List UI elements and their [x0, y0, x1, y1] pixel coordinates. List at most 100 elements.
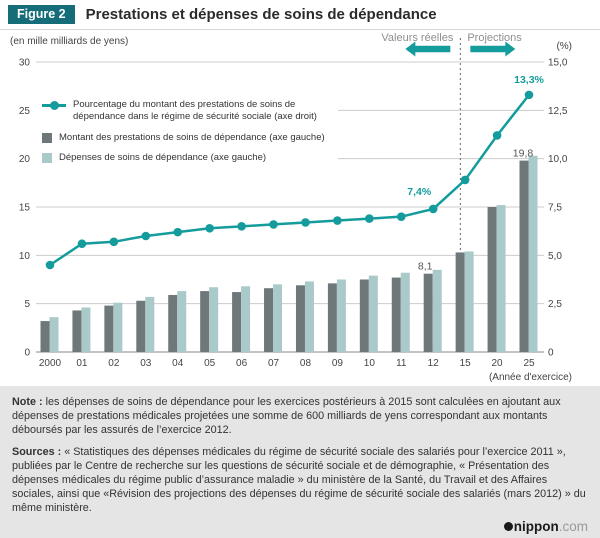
- data-annotation: 8,1: [418, 261, 433, 273]
- note-text: les dépenses de soins de dépendance pour…: [12, 396, 561, 437]
- logo-tld: .com: [558, 518, 588, 534]
- line-point: [428, 204, 438, 214]
- line-marker-icon: [42, 101, 66, 110]
- line-point: [365, 214, 374, 223]
- legend-item-prestations: Montant des prestations de soins de dépe…: [42, 132, 332, 144]
- bar-depenses: [432, 269, 442, 352]
- section-label-actual: Valeurs réelles: [381, 32, 453, 44]
- left-tick-label: 25: [19, 106, 31, 117]
- line-point: [109, 237, 119, 247]
- x-tick-label: 05: [204, 358, 216, 369]
- x-axis-note: (Année d'exercice): [489, 372, 572, 383]
- bar-prestations: [200, 291, 210, 352]
- page-title: Prestations et dépenses de soins de dépe…: [85, 6, 437, 23]
- nippon-logo: nippon.com: [503, 518, 588, 534]
- line-point: [205, 223, 214, 233]
- right-tick-label: 2,5: [548, 299, 562, 310]
- x-tick-label: 11: [396, 358, 407, 369]
- x-tick-label: 01: [76, 358, 88, 369]
- legend-item-percentage: Pourcentage du montant des prestations d…: [42, 99, 332, 124]
- logo-name: nippon: [513, 518, 559, 534]
- line-point: [460, 175, 470, 185]
- x-tick-label: 10: [364, 358, 376, 369]
- right-tick-label: 12,5: [548, 106, 568, 117]
- chart-legend: Pourcentage du montant des prestations d…: [36, 94, 338, 170]
- left-tick-label: 20: [19, 154, 31, 165]
- chart-area: 0 0 5 2,5 10 5,0 15 7,5 20 10,0 25 12,5 30 15,0 (en mi…: [0, 30, 600, 386]
- line-point: [269, 220, 278, 229]
- x-tick-label: 02: [108, 358, 120, 369]
- bar-prestations: [455, 252, 465, 352]
- left-tick-label: 10: [19, 251, 31, 262]
- line-dot-icon: [50, 101, 59, 110]
- note-paragraph: Note : les dépenses de soins de dépendan…: [12, 395, 586, 437]
- right-tick-label: 0: [548, 348, 554, 359]
- dark-square-marker-icon: [42, 132, 52, 143]
- x-tick-label: 03: [140, 358, 152, 369]
- note-label: Note :: [12, 396, 43, 408]
- line-point: [524, 90, 534, 100]
- data-annotation: 7,4%: [407, 186, 432, 198]
- x-tick-label: 07: [268, 358, 280, 369]
- bar-depenses: [145, 296, 155, 352]
- legend-label: Montant des prestations de soins de dépe…: [59, 131, 325, 143]
- line-point: [77, 239, 87, 249]
- bar-depenses: [113, 302, 123, 352]
- bar-prestations: [295, 285, 305, 352]
- right-tick-label: 7,5: [548, 203, 562, 214]
- bar-prestations: [519, 160, 529, 352]
- bar-depenses: [496, 205, 506, 352]
- bar-depenses: [336, 279, 346, 352]
- right-tick-label: 10,0: [548, 154, 568, 165]
- bar-depenses: [464, 251, 474, 352]
- right-axis-title: (%): [556, 41, 572, 52]
- bar-depenses: [81, 307, 91, 352]
- bar-depenses: [368, 275, 378, 352]
- x-tick-label: 2000: [39, 358, 62, 369]
- right-tick-label: 15,0: [548, 58, 568, 69]
- logo-dot-icon: [503, 521, 513, 531]
- bar-prestations: [264, 288, 274, 352]
- line-point: [237, 222, 246, 231]
- bar-depenses: [400, 272, 410, 352]
- light-square-marker-icon: [42, 153, 52, 164]
- section-label-projections: Projections: [467, 32, 522, 44]
- line-point: [396, 212, 406, 221]
- left-tick-label: 30: [19, 58, 31, 69]
- data-annotation: 13,3%: [514, 74, 544, 86]
- bar-depenses: [304, 281, 314, 352]
- line-point: [333, 216, 342, 225]
- bar-depenses: [177, 291, 187, 352]
- line-point: [141, 231, 151, 241]
- bar-depenses: [273, 284, 283, 352]
- bar-prestations: [40, 321, 50, 352]
- bar-prestations: [232, 292, 242, 352]
- right-tick-label: 5,0: [548, 251, 562, 262]
- bar-prestations: [327, 283, 337, 352]
- x-tick-label: 08: [300, 358, 312, 369]
- notes-section: Note : les dépenses de soins de dépendan…: [0, 386, 600, 538]
- figure-header: Figure 2 Prestations et dépenses de soin…: [0, 0, 600, 30]
- left-axis-title: (en mille milliards de yens): [10, 36, 128, 47]
- arrow-right-icon: [470, 41, 516, 57]
- bar-depenses: [49, 317, 59, 352]
- bar-prestations: [72, 310, 82, 352]
- x-tick-label: 04: [172, 358, 184, 369]
- left-tick-label: 0: [24, 348, 30, 359]
- line-point: [492, 131, 502, 140]
- bar-depenses: [209, 287, 219, 352]
- left-tick-label: 5: [24, 299, 30, 310]
- x-tick-label: 12: [428, 358, 440, 369]
- sources-paragraph: Sources : « Statistiques des dépenses mé…: [12, 445, 586, 515]
- bar-prestations: [359, 279, 369, 352]
- sources-text: « Statistiques des dépenses médicales du…: [12, 446, 586, 515]
- figure-badge: Figure 2: [8, 4, 75, 25]
- bar-prestations: [136, 300, 146, 352]
- bar-prestations: [487, 207, 497, 352]
- x-tick-label: 15: [460, 358, 472, 369]
- bar-prestations: [423, 273, 433, 352]
- bar-prestations: [168, 294, 178, 352]
- x-tick-label: 06: [236, 358, 248, 369]
- left-tick-label: 15: [19, 203, 31, 214]
